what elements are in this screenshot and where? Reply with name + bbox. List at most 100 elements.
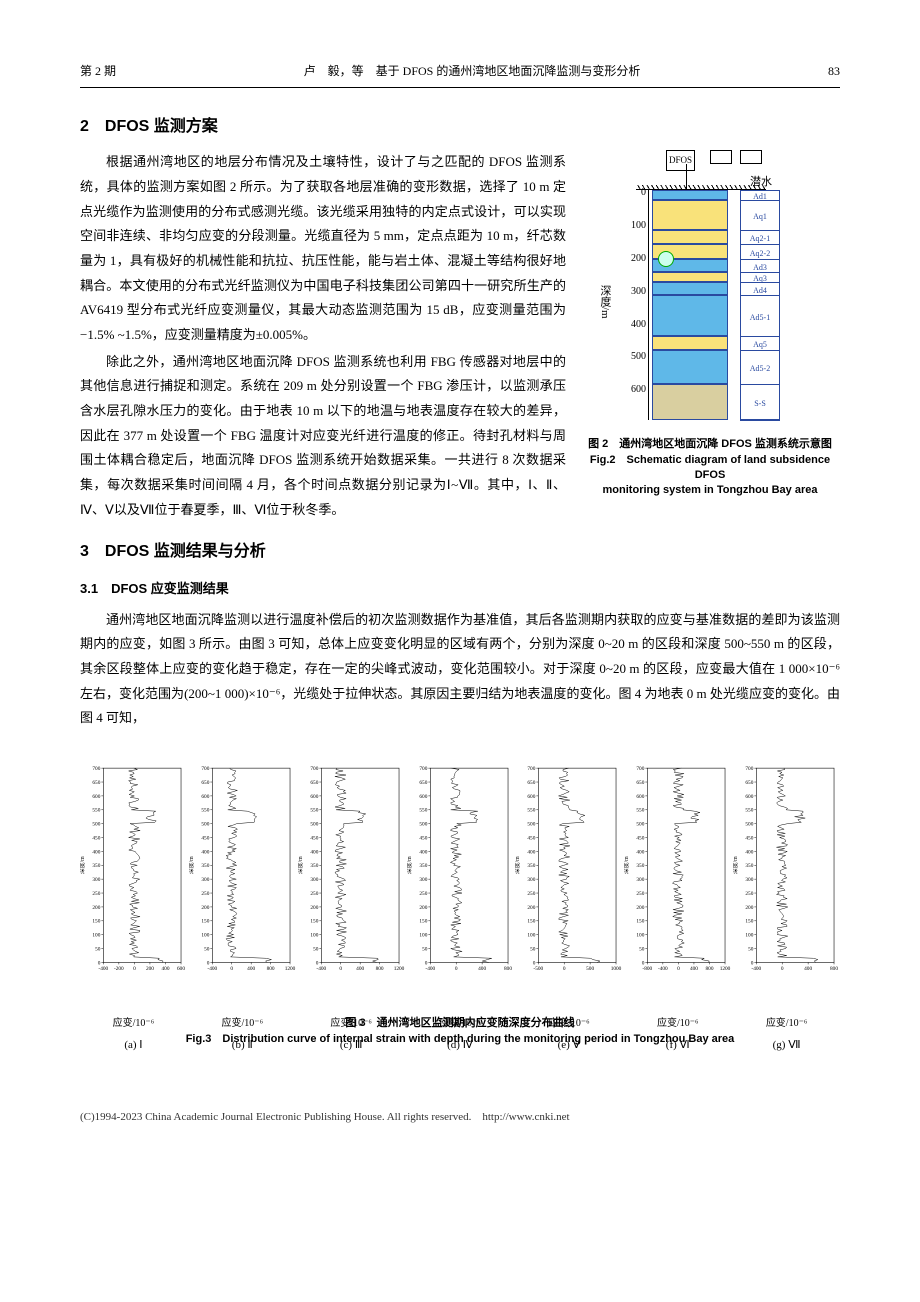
- svg-text:100: 100: [528, 933, 536, 939]
- svg-text:150: 150: [419, 919, 427, 925]
- svg-text:450: 450: [746, 835, 754, 841]
- svg-text:50: 50: [313, 947, 319, 953]
- svg-text:100: 100: [201, 933, 209, 939]
- fig2-ylabel: 深度/m: [594, 285, 615, 319]
- svg-text:400: 400: [746, 849, 754, 855]
- svg-text:650: 650: [637, 780, 645, 786]
- svg-text:深度/m: 深度/m: [407, 856, 413, 874]
- fig3-panel-label: (b) Ⅱ: [189, 1035, 296, 1056]
- stratum-S-S: [652, 384, 728, 420]
- fig3-panel-label: (e) Ⅴ: [515, 1035, 622, 1056]
- svg-text:400: 400: [690, 966, 698, 972]
- fig2-ytick: 500: [622, 347, 646, 366]
- svg-text:300: 300: [637, 877, 645, 883]
- fig2-ytick: 300: [622, 282, 646, 301]
- svg-text:500: 500: [310, 822, 318, 828]
- svg-text:450: 450: [419, 835, 427, 841]
- svg-text:700: 700: [310, 766, 318, 772]
- svg-text:550: 550: [637, 808, 645, 814]
- svg-text:400: 400: [310, 849, 318, 855]
- svg-text:500: 500: [637, 822, 645, 828]
- svg-text:500: 500: [419, 822, 427, 828]
- svg-text:-400: -400: [425, 966, 435, 972]
- svg-text:150: 150: [637, 919, 645, 925]
- fig3-panel-6: 0501001502002503003504004505005506006507…: [733, 745, 840, 1005]
- svg-text:700: 700: [528, 766, 536, 772]
- fig3-xlabel: 应变/10⁻⁶: [298, 1014, 405, 1033]
- svg-text:500: 500: [746, 822, 754, 828]
- section2-title: 2 DFOS 监测方案: [80, 112, 840, 142]
- strata-label-column: [740, 190, 780, 420]
- svg-text:650: 650: [201, 780, 209, 786]
- svg-text:-400: -400: [752, 966, 762, 972]
- stratum-Ad4: [652, 282, 728, 295]
- svg-text:150: 150: [92, 919, 100, 925]
- svg-text:150: 150: [528, 919, 536, 925]
- page-header: 第 2 期 卢 毅，等 基于 DFOS 的通州湾地区地面沉降监测与变形分析 83: [80, 60, 840, 88]
- svg-text:600: 600: [419, 794, 427, 800]
- svg-text:250: 250: [310, 891, 318, 897]
- section3-sub1: 3.1 DFOS 应变监测结果: [80, 577, 840, 602]
- svg-text:-400: -400: [98, 966, 108, 972]
- fig3-xlabel: 应变/10⁻⁶: [624, 1014, 731, 1033]
- svg-text:200: 200: [528, 905, 536, 911]
- svg-text:550: 550: [528, 808, 536, 814]
- svg-text:800: 800: [830, 966, 838, 972]
- svg-text:250: 250: [746, 891, 754, 897]
- svg-text:100: 100: [419, 933, 427, 939]
- svg-text:50: 50: [422, 947, 428, 953]
- svg-text:350: 350: [746, 863, 754, 869]
- svg-text:1200: 1200: [285, 966, 296, 972]
- svg-text:350: 350: [201, 863, 209, 869]
- fig2-ytick: 400: [622, 315, 646, 334]
- svg-text:深度/m: 深度/m: [733, 856, 739, 874]
- fig2-ytick: 600: [622, 380, 646, 399]
- svg-text:200: 200: [310, 905, 318, 911]
- svg-text:350: 350: [419, 863, 427, 869]
- svg-text:400: 400: [804, 966, 812, 972]
- figure2-container: DFOS潜水Ad1Aq1Aq2-1Aq2-2Ad3Aq3Ad4Ad5-1Aq5A…: [580, 150, 840, 499]
- svg-text:0: 0: [563, 966, 566, 972]
- svg-text:1000: 1000: [611, 966, 622, 972]
- svg-text:650: 650: [746, 780, 754, 786]
- section3-p1: 通州湾地区地面沉降监测以进行温度补偿后的初次监测数据作为基准值，其后各监测期内获…: [80, 608, 840, 731]
- svg-text:1200: 1200: [393, 966, 404, 972]
- fig2-ytick: 200: [622, 249, 646, 268]
- svg-text:200: 200: [92, 905, 100, 911]
- svg-text:300: 300: [528, 877, 536, 883]
- svg-text:800: 800: [375, 966, 383, 972]
- stratum-Aq5: [652, 336, 728, 349]
- svg-text:50: 50: [204, 947, 210, 953]
- stratum-label-Aq1: Aq1: [742, 209, 778, 224]
- svg-text:600: 600: [310, 794, 318, 800]
- svg-text:700: 700: [419, 766, 427, 772]
- svg-text:50: 50: [531, 947, 537, 953]
- svg-text:深度/m: 深度/m: [515, 856, 521, 874]
- svg-text:800: 800: [266, 966, 274, 972]
- svg-text:深度/m: 深度/m: [80, 856, 86, 874]
- stratum-Ad1: [652, 190, 728, 200]
- fig3-panel-5: 0501001502002503003504004505005506006507…: [624, 745, 731, 1005]
- fig3-panel-3: 0501001502002503003504004505005506006507…: [407, 745, 514, 1005]
- figure2-caption-en1: Fig.2 Schematic diagram of land subsiden…: [580, 453, 840, 484]
- svg-text:50: 50: [748, 947, 754, 953]
- svg-text:350: 350: [310, 863, 318, 869]
- stratum-label-Ad1: Ad1: [742, 189, 778, 204]
- svg-text:-200: -200: [114, 966, 124, 972]
- svg-text:500: 500: [201, 822, 209, 828]
- svg-text:0: 0: [677, 966, 680, 972]
- svg-text:0: 0: [454, 966, 457, 972]
- svg-text:100: 100: [310, 933, 318, 939]
- svg-text:800: 800: [504, 966, 512, 972]
- svg-text:550: 550: [310, 808, 318, 814]
- svg-text:200: 200: [637, 905, 645, 911]
- svg-text:400: 400: [478, 966, 486, 972]
- svg-text:-400: -400: [207, 966, 217, 972]
- stratum-Aq3: [652, 272, 728, 282]
- svg-text:700: 700: [92, 766, 100, 772]
- svg-text:450: 450: [637, 835, 645, 841]
- fig3-xlabel: 应变/10⁻⁶: [80, 1014, 187, 1033]
- svg-text:200: 200: [201, 905, 209, 911]
- stratum-Ad5-2: [652, 350, 728, 385]
- stratum-Ad5-1: [652, 295, 728, 336]
